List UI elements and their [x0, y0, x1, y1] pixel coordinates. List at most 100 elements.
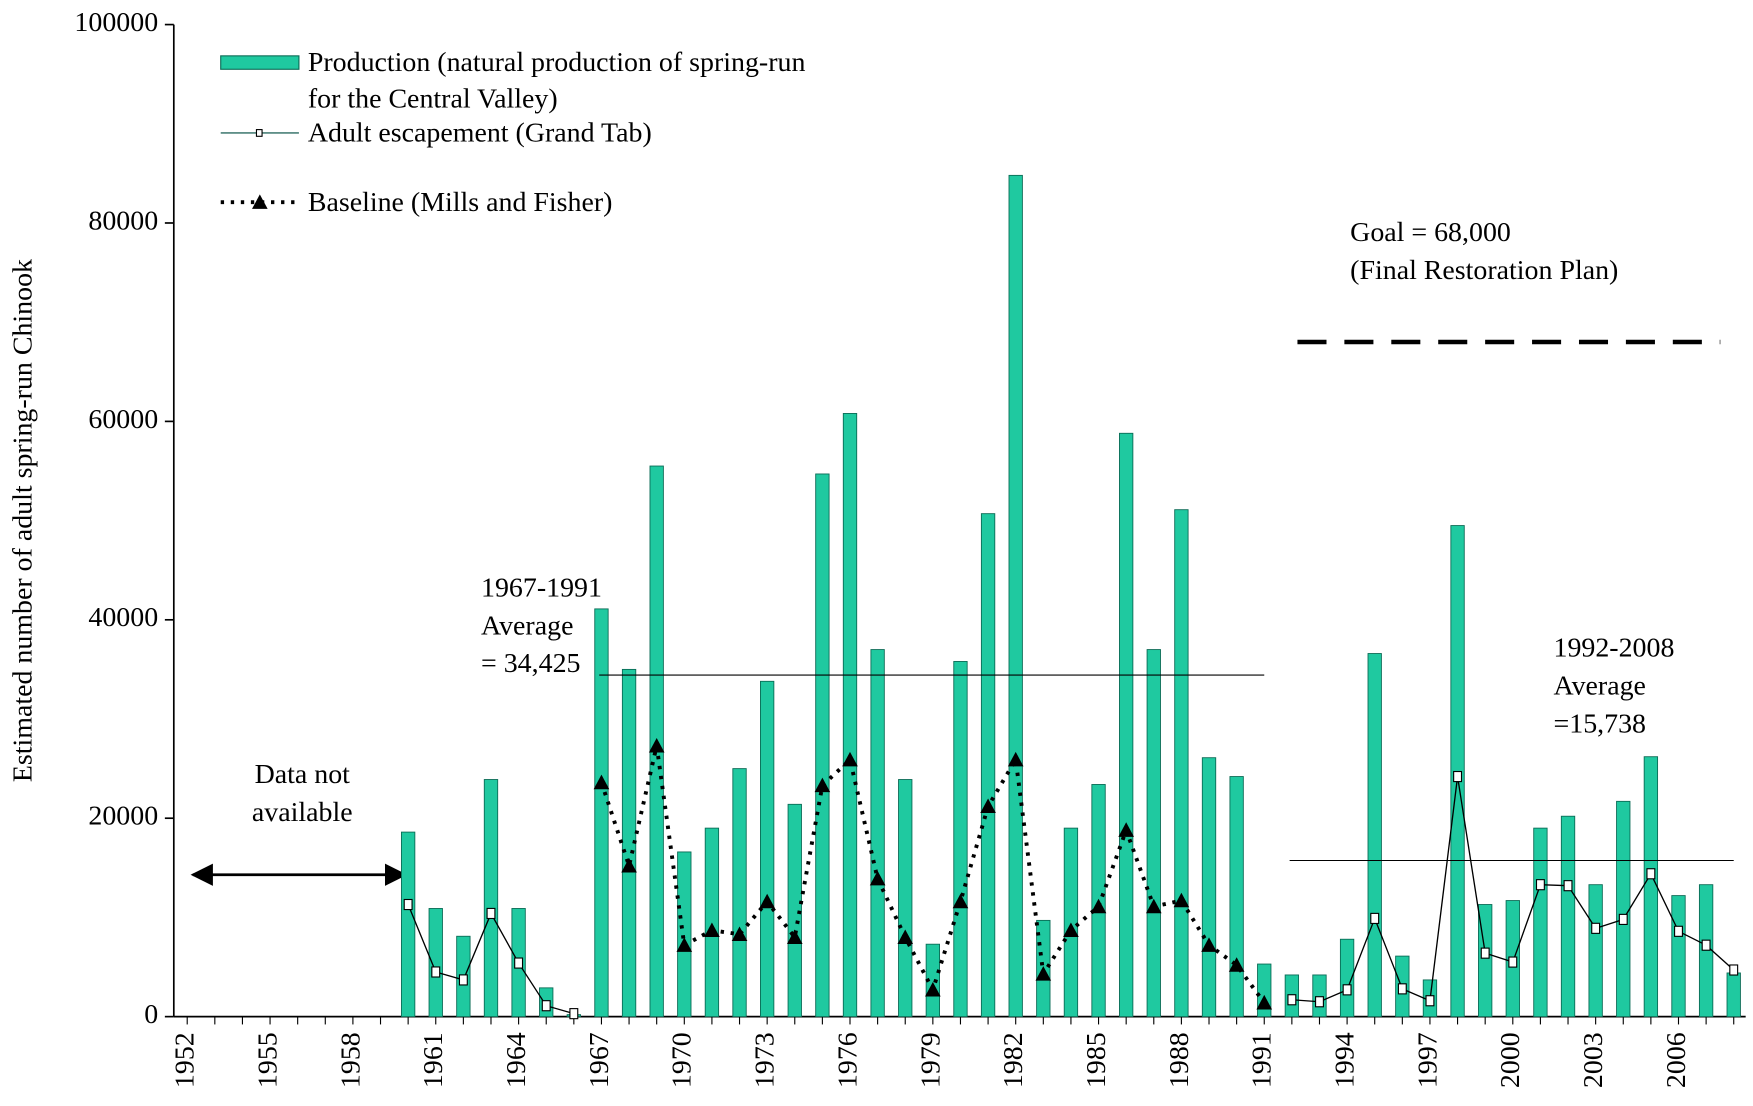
- marker-triangle: [1007, 751, 1024, 767]
- bar: [1312, 974, 1327, 1018]
- x-tick-label: 2006: [1661, 1032, 1692, 1088]
- bar: [1008, 174, 1023, 1018]
- marker-triangle: [648, 737, 665, 753]
- marker-square: [458, 974, 468, 986]
- bar: [1616, 800, 1631, 1018]
- marker-square: [1535, 879, 1545, 891]
- marker-square: [1591, 922, 1601, 934]
- marker-square: [1453, 770, 1463, 783]
- bar: [677, 851, 692, 1018]
- marker-square: [1287, 994, 1297, 1006]
- marker-triangle: [1201, 937, 1217, 952]
- bar: [815, 473, 830, 1018]
- marker-square: [1729, 964, 1739, 976]
- x-tick-label: 2003: [1578, 1032, 1609, 1088]
- marker-square: [1701, 939, 1711, 951]
- bar: [1671, 895, 1686, 1018]
- y-tick-label: 60000: [88, 404, 158, 435]
- marker-square: [1397, 983, 1407, 995]
- legend-swatch: [220, 55, 300, 70]
- annotation: Average: [481, 610, 573, 641]
- marker-triangle: [1063, 922, 1079, 938]
- bar: [428, 908, 443, 1018]
- marker-square: [403, 898, 413, 911]
- marker-square: [514, 957, 524, 969]
- legend-line-2: for the Central Valley): [308, 84, 558, 115]
- bar: [980, 513, 996, 1018]
- x-tick-label: 1982: [998, 1032, 1029, 1088]
- x-tick-label: 1955: [252, 1032, 283, 1088]
- legend-label: Baseline (Mills and Fisher): [308, 187, 613, 218]
- bar: [898, 779, 913, 1018]
- bar: [483, 779, 499, 1018]
- marker-square: [1674, 925, 1683, 937]
- bar: [953, 661, 968, 1018]
- y-tick-label: 20000: [88, 801, 158, 832]
- annotation: =15,738: [1554, 709, 1646, 740]
- legend-line-1: Production (natural production of spring…: [308, 47, 806, 78]
- annotation: Data not: [255, 759, 351, 790]
- marker-square: [431, 966, 441, 978]
- y-tick-label: 100000: [74, 7, 158, 38]
- bar: [1560, 815, 1576, 1018]
- marker-square: [1315, 996, 1324, 1008]
- x-tick-label: 1991: [1247, 1032, 1278, 1088]
- marker-triangle: [1145, 898, 1162, 914]
- marker-triangle: [980, 798, 996, 814]
- marker-square: [1480, 947, 1490, 959]
- marker-square: [1425, 995, 1435, 1007]
- y-tick-label: 80000: [88, 205, 158, 236]
- bar: [842, 413, 858, 1018]
- x-tick-label: 2000: [1495, 1032, 1526, 1088]
- bar: [1726, 972, 1741, 1018]
- legend-label: Adult escapement (Grand Tab): [308, 118, 652, 149]
- x-tick-label: 1967: [584, 1032, 615, 1088]
- marker-square: [1646, 868, 1656, 880]
- annotation: (Final Restoration Plan): [1350, 255, 1618, 286]
- annotation: 1967-1991: [481, 572, 602, 603]
- marker-triangle: [1035, 966, 1052, 981]
- bar: [1119, 432, 1134, 1018]
- marker-triangle: [704, 922, 720, 938]
- marker-square: [1618, 913, 1628, 925]
- marker-triangle: [621, 858, 637, 873]
- bar: [1174, 509, 1189, 1018]
- bar: [1588, 884, 1603, 1018]
- marker-square: [569, 1008, 579, 1020]
- bar: [400, 831, 416, 1018]
- marker-triangle: [952, 893, 969, 909]
- bar: [1229, 776, 1244, 1018]
- marker-triangle: [786, 929, 803, 944]
- x-tick-label: 1976: [832, 1032, 863, 1088]
- marker-square: [1508, 956, 1518, 968]
- x-tick-label: 1997: [1412, 1032, 1443, 1088]
- x-tick-label: 1988: [1164, 1032, 1195, 1088]
- x-tick-label: 1985: [1081, 1032, 1112, 1088]
- marker-triangle: [925, 982, 941, 997]
- marker-square: [1563, 880, 1573, 892]
- legend-marker: [252, 194, 268, 209]
- marker-triangle: [731, 926, 748, 941]
- bar: [732, 768, 747, 1018]
- legend-marker: [255, 129, 263, 137]
- marker-triangle: [897, 929, 914, 944]
- marker-triangle: [842, 751, 858, 767]
- x-tick-label: 1994: [1330, 1032, 1361, 1088]
- x-tick-label: 1952: [170, 1032, 201, 1088]
- y-tick-label: 40000: [88, 602, 158, 633]
- marker-triangle: [1256, 994, 1273, 1010]
- annotation: 1992-2008: [1554, 633, 1675, 664]
- marker-triangle: [1118, 822, 1134, 837]
- bar: [1533, 827, 1548, 1018]
- y-axis-label: Estimated number of adult spring-run Chi…: [8, 259, 39, 782]
- legend-label: Production (natural production of spring…: [308, 47, 806, 115]
- bar: [594, 608, 609, 1018]
- marker-triangle: [759, 893, 775, 909]
- x-tick-label: 1973: [750, 1032, 781, 1088]
- marker-square: [541, 1000, 551, 1012]
- annotation: = 34,425: [481, 648, 580, 679]
- y-tick-label: 0: [144, 999, 158, 1030]
- bar: [1643, 756, 1659, 1018]
- annotation: Average: [1554, 671, 1646, 702]
